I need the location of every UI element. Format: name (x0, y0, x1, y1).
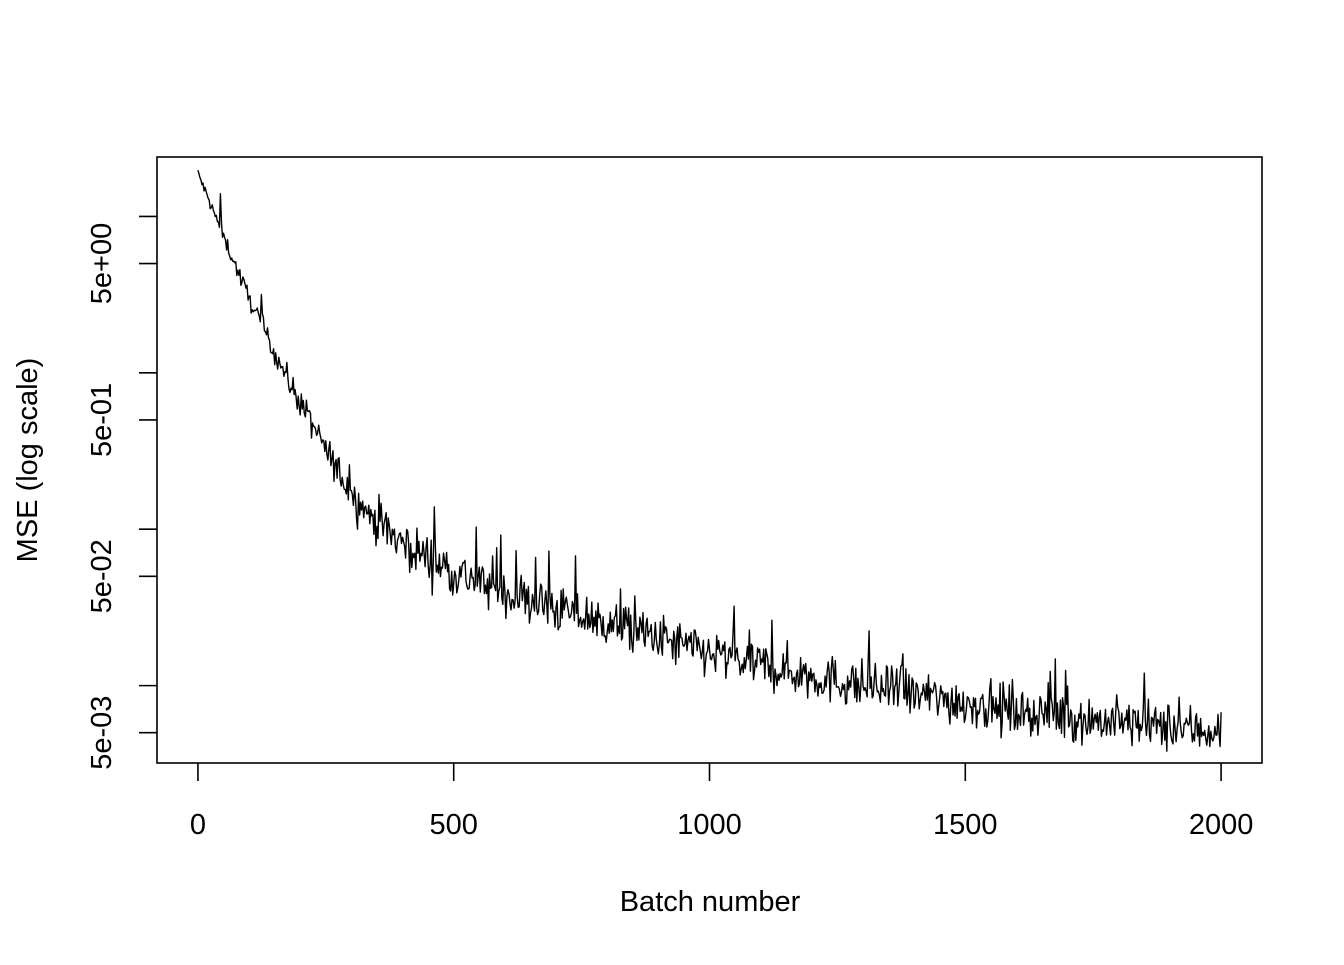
x-tick-label: 1500 (933, 809, 998, 841)
data-layer (197, 169, 1222, 752)
y-tick-label: 5e-01 (86, 383, 118, 457)
y-axis-title: MSE (log scale) (12, 358, 44, 563)
x-tick-label: 500 (430, 809, 478, 841)
plot-frame (156, 156, 1263, 764)
x-tick-label: 2000 (1189, 809, 1254, 841)
x-tick-label: 0 (190, 809, 206, 841)
axes-layer: 0 500 1000 1500 2000 5e+00 5e-01 5e-02 5e-03 (86, 156, 1263, 841)
y-tick-label: 5e-03 (86, 696, 118, 770)
x-axis-title: Batch number (620, 886, 801, 918)
x-tick-label: 1000 (677, 809, 742, 841)
mse-line (197, 169, 1222, 752)
y-tick-label: 5e+00 (86, 223, 118, 304)
y-tick-label: 5e-02 (86, 539, 118, 613)
